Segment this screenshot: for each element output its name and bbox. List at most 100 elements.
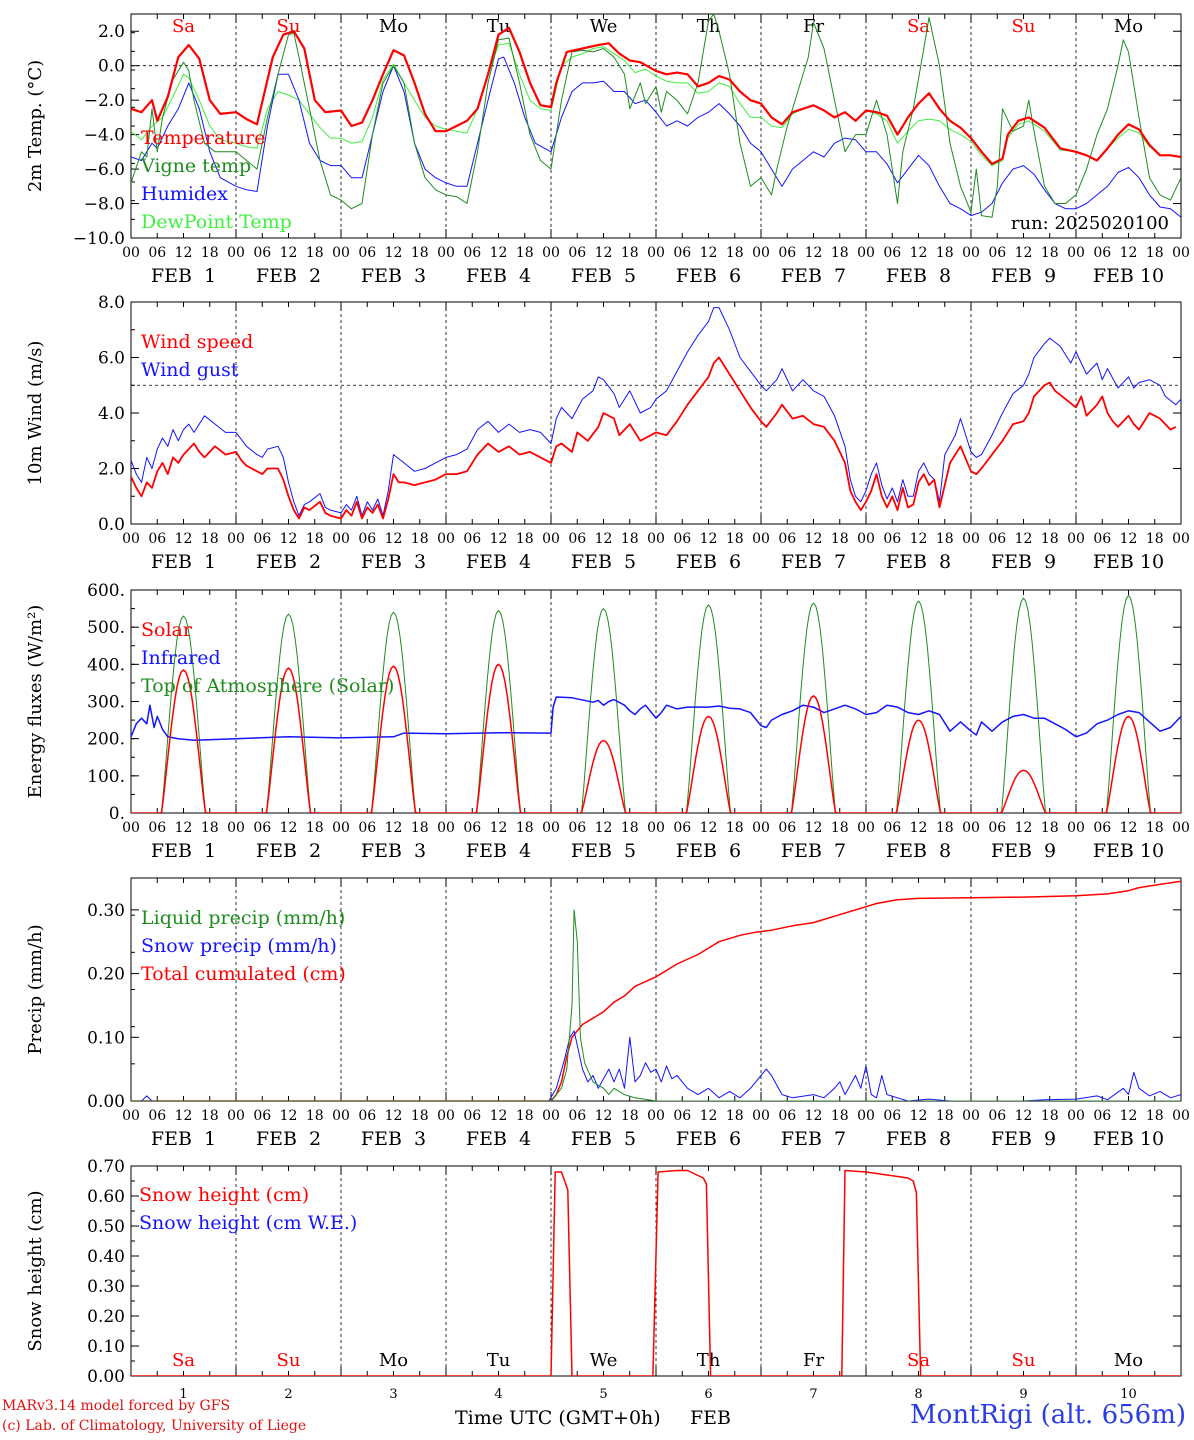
x-month-label: FEB (690, 1407, 731, 1429)
snow-panel: 0.70 0.60 0.50 0.40 0.30 0.20 0.10 0.00 Snow hei… (25, 1157, 1182, 1429)
x-date-label: FEB 6 (676, 551, 741, 573)
x-hour-label: 12 (490, 820, 508, 836)
series-line-dewpoint-temp (131, 42, 1181, 167)
y-tick-label: 0.70 (87, 1157, 125, 1177)
precip-panel: 0.30 0.20 0.10 0.00 Precip (mm/h) 00 06 12 18 FEB… (25, 877, 1190, 1150)
x-date-label: FEB 6 (676, 840, 741, 862)
x-date-label: FEB 2 (256, 551, 321, 573)
x-hour-label: 12 (175, 1108, 193, 1124)
x-hour-label: 18 (1041, 245, 1059, 261)
weekday-label: Su (1012, 1350, 1036, 1371)
legend-entry: Vigne temp (140, 155, 251, 177)
x-hour-label: 12 (1120, 245, 1138, 261)
x-hour-label: 00 (122, 245, 140, 261)
x-hour-label: 00 (122, 531, 140, 547)
x-hour-label: 12 (805, 531, 823, 547)
x-hour-label: 00 (437, 820, 455, 836)
x-hour-label: 00 (332, 245, 350, 261)
x-hour-label: 06 (358, 1108, 376, 1124)
x-hour-label: 18 (411, 1108, 429, 1124)
legend-entry: Infrared (141, 647, 221, 669)
day-number-label: 2 (284, 1387, 292, 1402)
x-hour-label: 12 (175, 531, 193, 547)
x-date-label: FEB 9 (991, 551, 1056, 573)
legend-entry: Temperature (141, 127, 265, 149)
x-hour-label: 12 (805, 245, 823, 261)
weekday-label: Su (1012, 16, 1036, 37)
day-number-label: 9 (1019, 1387, 1027, 1402)
x-hour-label: 00 (647, 531, 665, 547)
x-hour-label: 00 (1172, 1108, 1190, 1124)
x-hour-label: 18 (936, 1108, 954, 1124)
x-hour-label: 12 (1015, 245, 1033, 261)
legend-entry: Snow height (cm) (139, 1184, 309, 1206)
x-hour-label: 00 (1067, 1108, 1085, 1124)
x-date-label: FEB 9 (991, 265, 1056, 287)
x-hour-label: 06 (883, 820, 901, 836)
weekday-label: Sa (907, 1350, 930, 1371)
x-hour-label: 06 (673, 1108, 691, 1124)
x-axis-label: Time UTC (GMT+0h) (455, 1407, 661, 1429)
x-hour-label: 00 (962, 1108, 980, 1124)
x-hour-label: 00 (752, 820, 770, 836)
y-tick-label: 0.10 (87, 1028, 125, 1048)
x-hour-label: 12 (595, 531, 613, 547)
x-hour-label: 12 (910, 531, 928, 547)
x-date-label: FEB 7 (781, 265, 846, 287)
x-hour-label: 00 (227, 1108, 245, 1124)
series-line-vigne-temp (131, 14, 1181, 218)
x-hour-label: 12 (910, 820, 928, 836)
y-tick-label: 0.60 (87, 1187, 125, 1207)
x-hour-label: 18 (831, 1108, 849, 1124)
x-hour-label: 06 (778, 820, 796, 836)
y-axis-label: Precip (mm/h) (25, 924, 46, 1054)
y-tick-label: 0.30 (87, 901, 125, 921)
x-hour-label: 12 (175, 820, 193, 836)
series-line-humidex (131, 56, 1181, 218)
plot-frame (130, 589, 1182, 814)
series-line-snow-precip-mm-h (131, 1030, 1181, 1101)
x-date-label: FEB 8 (886, 265, 951, 287)
day-number-label: 10 (1120, 1387, 1137, 1402)
x-hour-label: 06 (463, 820, 481, 836)
x-date-label: FEB 5 (571, 1128, 636, 1150)
x-hour-label: 12 (805, 1108, 823, 1124)
x-hour-label: 12 (280, 820, 298, 836)
x-hour-label: 12 (385, 531, 403, 547)
x-hour-label: 18 (726, 1108, 744, 1124)
x-hour-label: 12 (1015, 820, 1033, 836)
legend-entry: DewPoint Temp (141, 211, 292, 233)
y-tick-label: 0.00 (87, 1092, 125, 1112)
x-hour-label: 18 (1041, 1108, 1059, 1124)
x-date-label: FEB 4 (466, 551, 531, 573)
x-hour-label: 06 (568, 531, 586, 547)
series-line-snow-height-cm (131, 1169, 1181, 1376)
x-hour-label: 18 (201, 531, 219, 547)
x-date-label: FEB 6 (676, 1128, 741, 1150)
x-hour-label: 12 (280, 531, 298, 547)
weekday-label: We (590, 16, 618, 37)
weekday-label: We (590, 1350, 618, 1371)
x-date-label: FEB 10 (1093, 265, 1164, 287)
y-tick-label: 2.0 (98, 460, 125, 480)
x-hour-label: 06 (148, 245, 166, 261)
x-hour-label: 18 (621, 1108, 639, 1124)
weekday-label: Sa (907, 16, 930, 37)
x-hour-label: 18 (306, 531, 324, 547)
x-hour-label: 06 (358, 245, 376, 261)
series-line-wind-gust (131, 307, 1181, 517)
y-tick-label: −4.0 (84, 126, 125, 146)
x-hour-label: 06 (463, 245, 481, 261)
x-hour-label: 00 (1067, 245, 1085, 261)
series-line-liquid-precip-mm-h (131, 909, 1181, 1101)
x-hour-label: 18 (516, 245, 534, 261)
day-number-label: 3 (389, 1387, 397, 1402)
x-date-label: FEB 3 (361, 1128, 426, 1150)
x-hour-label: 12 (700, 820, 718, 836)
y-tick-label: 200. (87, 730, 125, 750)
x-hour-label: 12 (490, 531, 508, 547)
x-hour-label: 06 (988, 245, 1006, 261)
x-hour-label: 06 (988, 1108, 1006, 1124)
x-hour-label: 18 (621, 531, 639, 547)
credit-model: MARv3.14 model forced by GFS (2, 1398, 231, 1414)
